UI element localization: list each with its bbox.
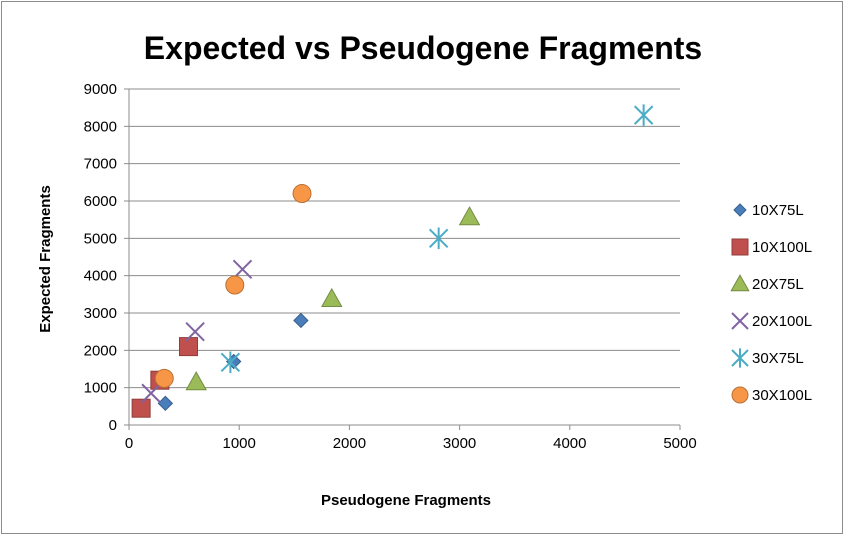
y-tick-label: 8000 [84, 118, 117, 135]
axes [124, 88, 681, 430]
data-points [131, 104, 654, 418]
point-20x75l [321, 287, 343, 307]
series-10x75l [157, 312, 309, 412]
legend-label: 30X75L [752, 350, 804, 367]
legend-marker-20x75l [730, 274, 750, 292]
x-tick-label: 1000 [223, 435, 256, 452]
y-tick-label: 3000 [84, 305, 117, 322]
legend: 10X75L 10X100L 20X75L 20X100L 30X75L 30X100L [730, 202, 812, 404]
point-30x100l [225, 275, 245, 295]
chart-title: Expected vs Pseudogene Fragments [144, 30, 702, 66]
point-20x100l [232, 259, 253, 280]
point-30x75l [220, 351, 241, 374]
legend-label: 10X100L [752, 239, 812, 256]
legend-label: 10X75L [752, 202, 804, 219]
y-tick-label: 5000 [84, 230, 117, 247]
point-10x75l [157, 395, 174, 412]
legend-item-10x75l: 10X75L [733, 202, 804, 219]
legend-marker-10x100l [731, 238, 749, 256]
series-20x75l [185, 206, 481, 391]
point-10x100l [179, 337, 199, 357]
y-tick-label: 1000 [84, 380, 117, 397]
legend-item-20x100l: 20X100L [731, 312, 812, 330]
legend-marker-30x75l [731, 348, 749, 368]
x-tick-label: 2000 [333, 435, 366, 452]
x-axis-label: Pseudogene Fragments [321, 492, 491, 509]
point-30x100l [154, 368, 174, 388]
point-30x75l [428, 227, 449, 250]
point-20x100l [185, 321, 205, 342]
y-tick-label: 2000 [84, 342, 117, 359]
legend-label: 20X75L [752, 276, 804, 293]
point-20x100l [141, 383, 161, 403]
point-10x75l [293, 312, 309, 329]
legend-item-10x100l: 10X100L [731, 238, 812, 256]
legend-marker-30x100l [731, 386, 749, 404]
y-tick-label: 9000 [84, 81, 117, 98]
series-30x100l [154, 184, 312, 388]
series-30x75l [220, 104, 654, 374]
point-20x75l [185, 371, 207, 391]
x-tick-label: 3000 [443, 435, 476, 452]
tick-labels: 0 1000 2000 3000 4000 5000 6000 7000 8000 9000 0 10… [84, 81, 697, 452]
y-tick-label: 0 [109, 417, 117, 434]
y-tick-label: 6000 [84, 193, 117, 210]
point-30x75l [633, 104, 654, 126]
legend-marker-10x75l [733, 203, 747, 217]
point-20x75l [458, 206, 481, 226]
point-30x100l [292, 184, 312, 204]
legend-item-30x100l: 30X100L [731, 386, 812, 404]
y-tick-label: 7000 [84, 156, 117, 173]
legend-label: 20X100L [752, 313, 812, 330]
legend-marker-20x100l [731, 312, 749, 330]
y-tick-label: 4000 [84, 268, 117, 285]
legend-item-20x75l: 20X75L [730, 274, 804, 293]
point-10x100l [131, 398, 151, 418]
series-20x100l [141, 259, 253, 403]
gridlines [129, 88, 680, 389]
x-tick-label: 0 [125, 435, 133, 452]
legend-item-30x75l: 30X75L [731, 348, 804, 368]
y-axis-label: Expected Fragments [37, 185, 54, 333]
x-tick-label: 5000 [663, 435, 696, 452]
x-tick-label: 4000 [553, 435, 586, 452]
legend-label: 30X100L [752, 387, 812, 404]
